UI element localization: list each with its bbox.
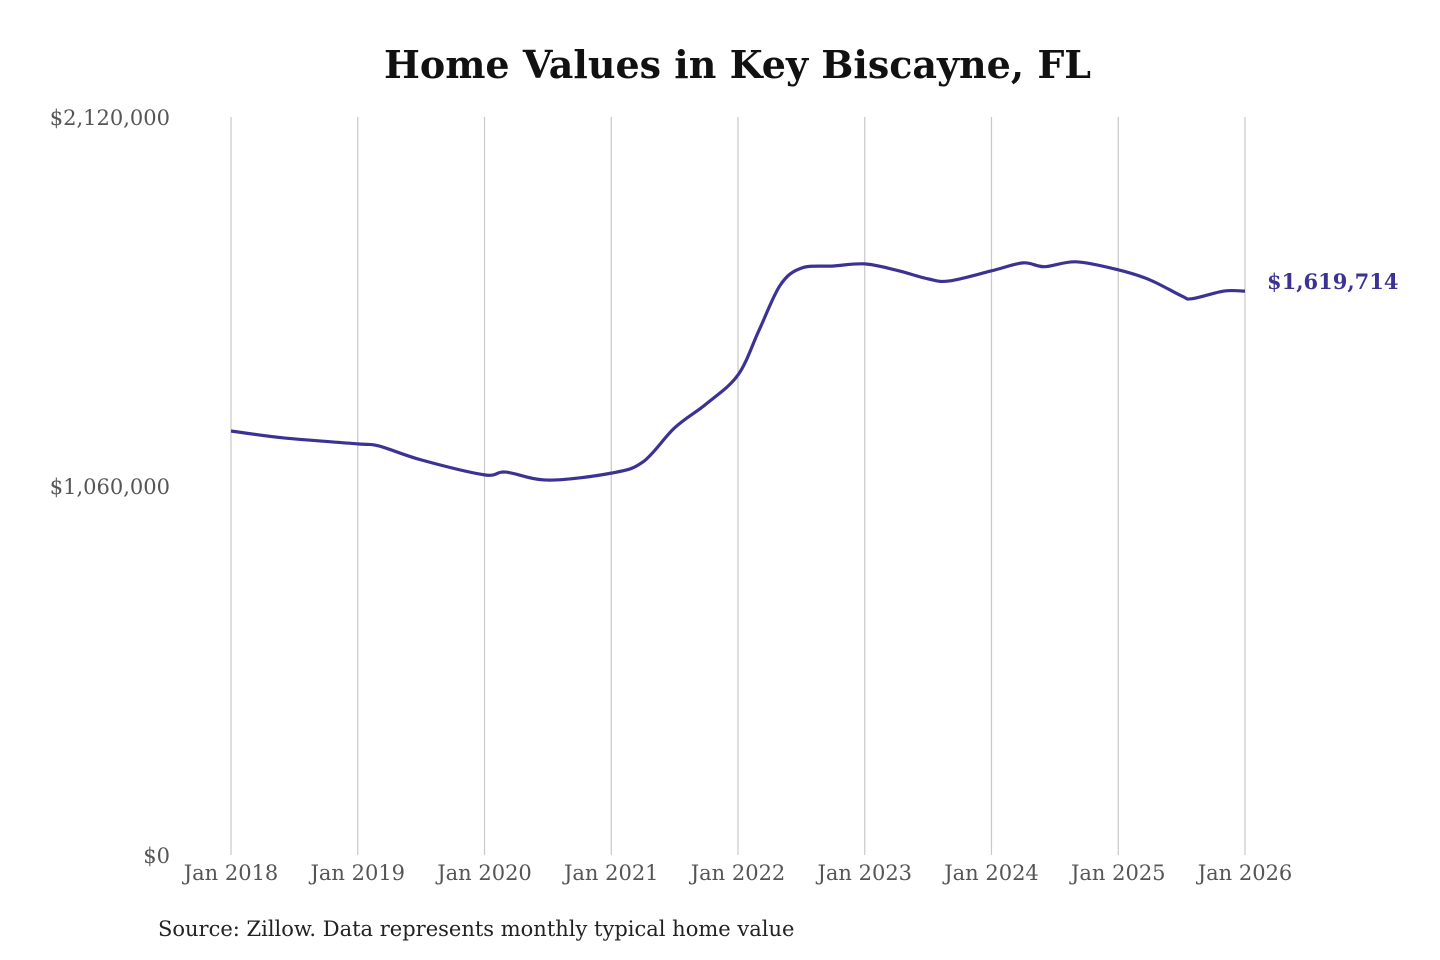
y-tick-label: $1,060,000 [50,475,170,499]
x-tick-label: Jan 2019 [308,861,405,885]
x-tick-label: Jan 2020 [435,861,532,885]
source-note: Source: Zillow. Data represents monthly … [158,917,795,941]
chart-title: Home Values in Key Biscayne, FL [383,42,1092,87]
series-line [230,260,1246,482]
x-tick-label: Jan 2024 [942,861,1039,885]
x-tick-label: Jan 2021 [562,861,659,885]
x-tick-label: Jan 2025 [1069,861,1166,885]
y-tick-label: $0 [143,844,170,868]
x-tick-label: Jan 2022 [689,861,786,885]
x-tick-label: Jan 2026 [1196,861,1293,885]
x-tick-label: Jan 2018 [182,861,279,885]
end-value-label: $1,619,714 [1267,269,1399,294]
y-tick-label: $2,120,000 [50,106,170,130]
x-tick-label: Jan 2023 [815,861,912,885]
